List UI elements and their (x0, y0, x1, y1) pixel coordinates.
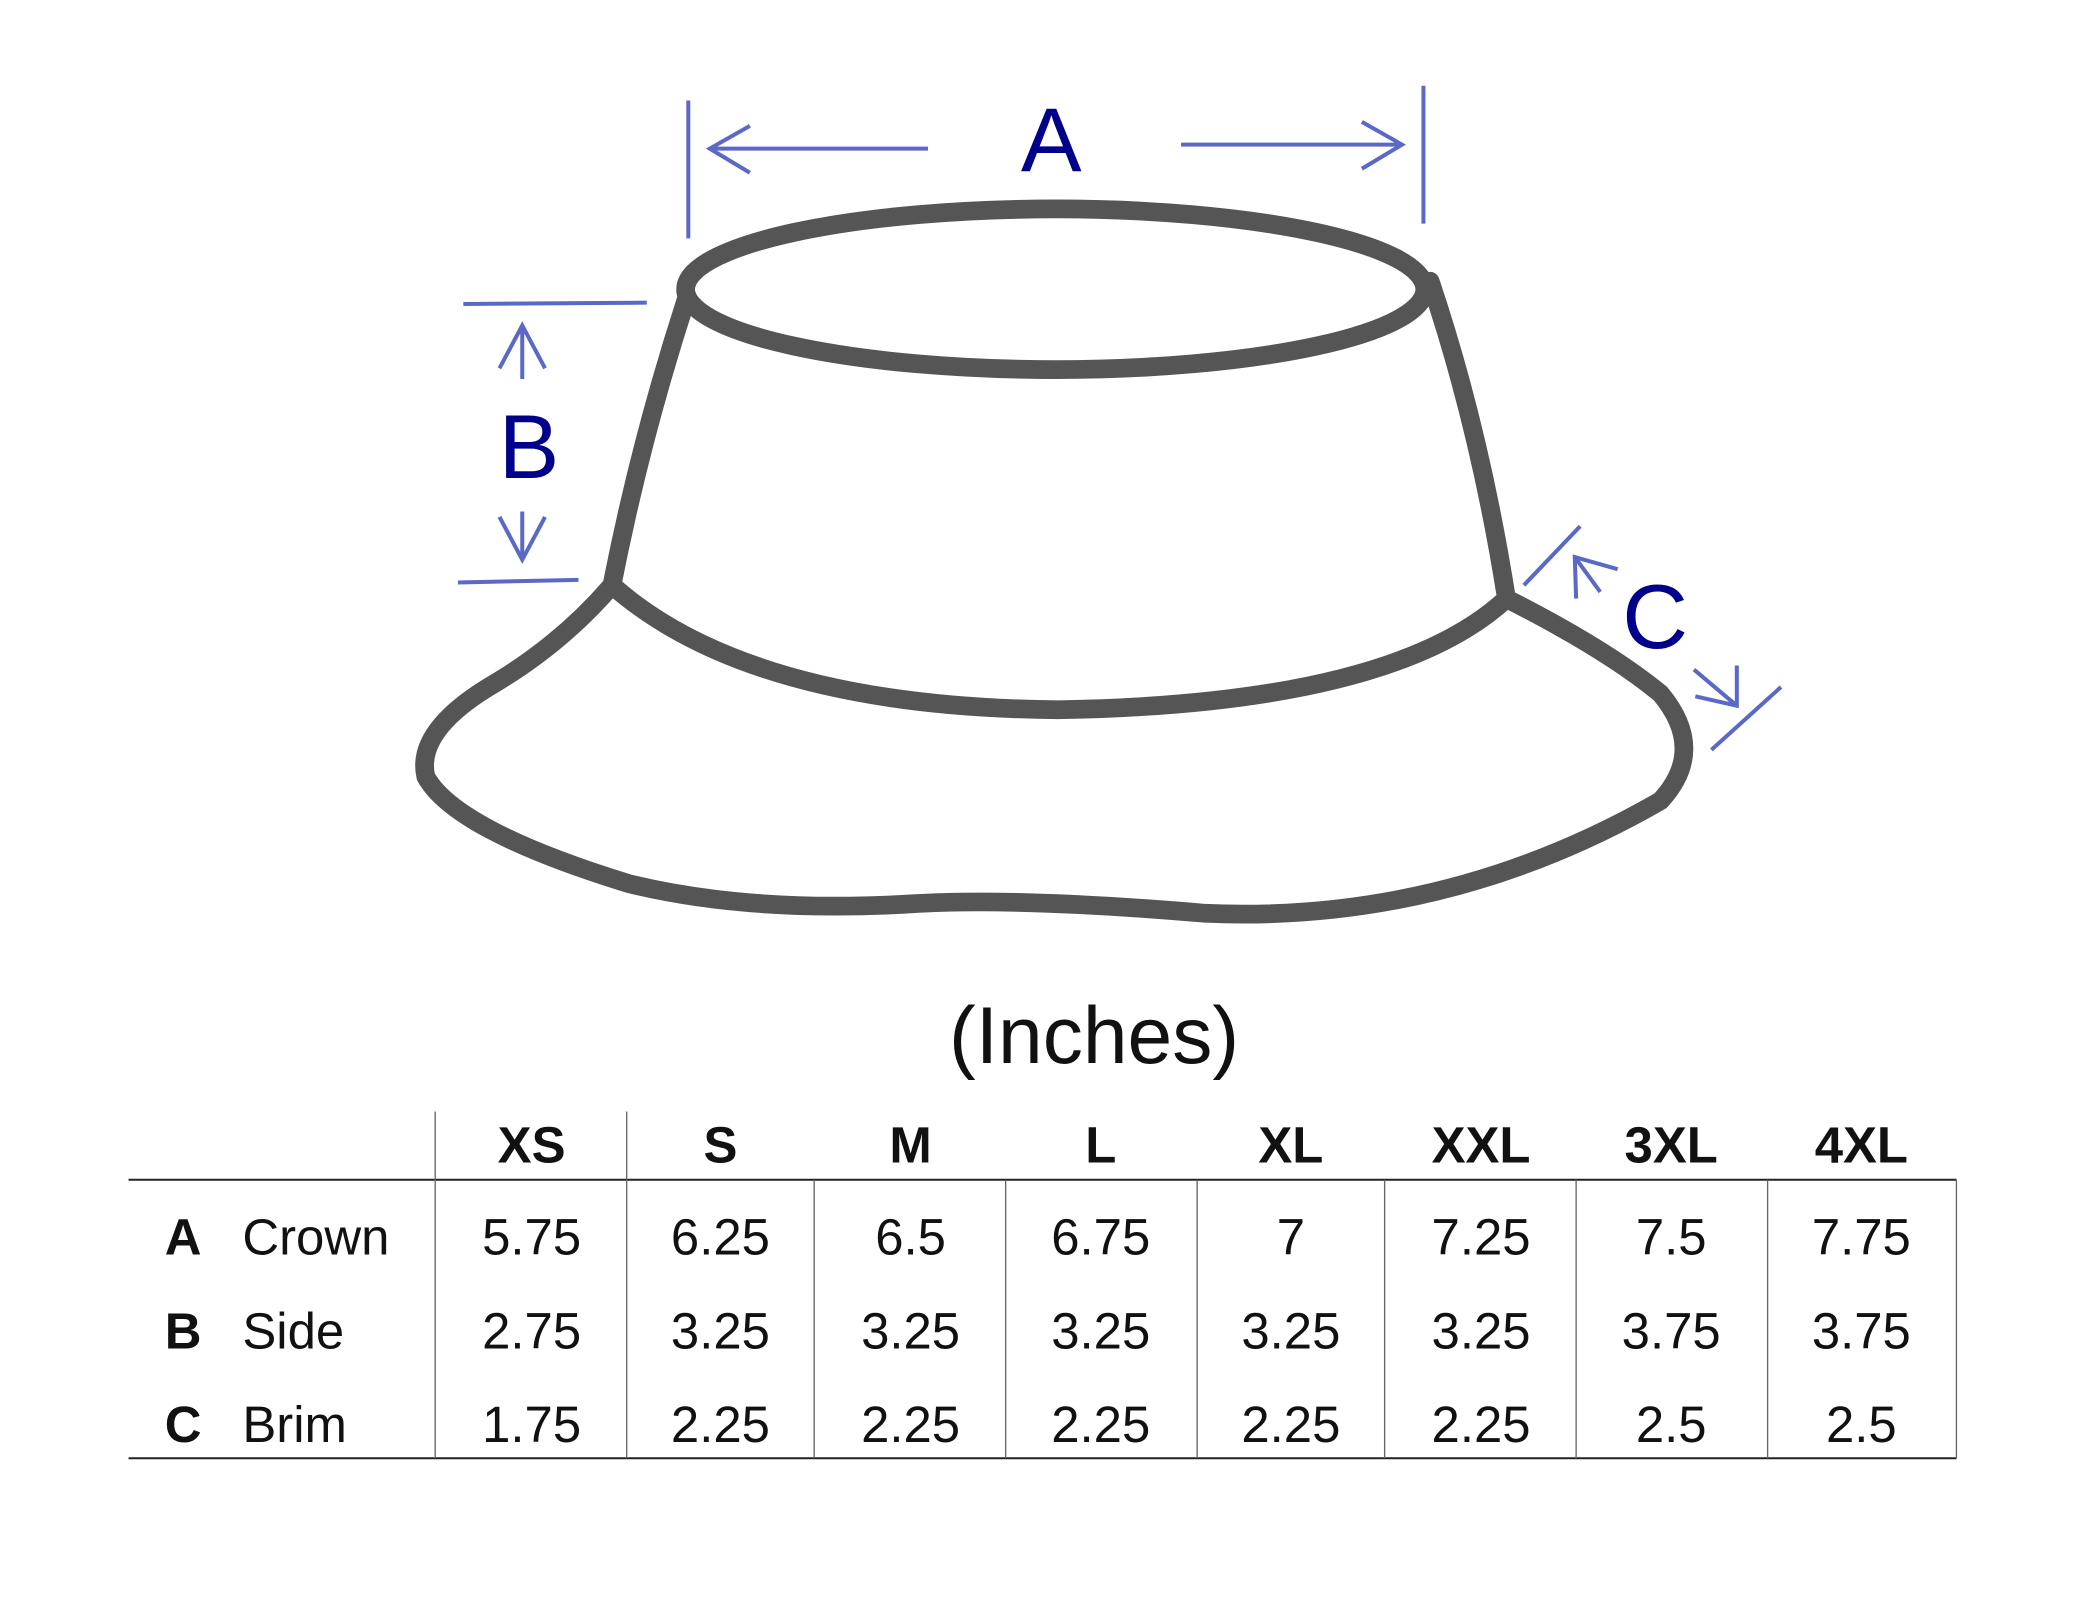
table-cell: 2.5 (1636, 1396, 1707, 1453)
row-name: Crown (242, 1209, 389, 1266)
column-header: 4XL (1815, 1116, 1908, 1173)
arrow-down-right-icon (1692, 665, 1739, 709)
table-cell: 6.75 (1051, 1209, 1150, 1266)
table-cell: 3.25 (1432, 1302, 1531, 1359)
table-cell: 6.25 (671, 1209, 770, 1266)
table-cell: 3.25 (1051, 1302, 1150, 1359)
arrow-up-icon (497, 321, 547, 379)
dimension-c-top-tick (1522, 524, 1582, 587)
column-header: S (703, 1116, 737, 1173)
table-cell: 6.5 (875, 1209, 946, 1266)
hat-illustration (415, 199, 1694, 924)
dimension-b-top-tick (463, 300, 647, 306)
column-header: XL (1258, 1116, 1323, 1173)
table-cell: 3.25 (861, 1302, 960, 1359)
column-header: XS (498, 1116, 566, 1173)
dimension-a (686, 85, 1426, 239)
column-header: 3XL (1625, 1116, 1718, 1173)
row-key: B (165, 1302, 202, 1359)
table-cell: 7.25 (1432, 1209, 1531, 1266)
arrow-left-icon (705, 124, 928, 175)
row-name: Brim (242, 1396, 347, 1453)
table-cell: 2.25 (1432, 1396, 1531, 1453)
dimension-b-bottom-tick (457, 577, 579, 585)
table-cell: 3.25 (1241, 1302, 1340, 1359)
table-cell: 2.25 (1241, 1396, 1340, 1453)
size-table: XS S M L XL XXL 3XL 4XL A Crown 5.75 6.25 6.5 6.75 7 7.… (128, 1111, 1958, 1460)
dimension-b (457, 300, 647, 585)
column-header: M (889, 1116, 931, 1173)
table-cell: 7.5 (1636, 1209, 1707, 1266)
arrow-down-icon (497, 511, 547, 565)
table-cell: 2.25 (1051, 1396, 1150, 1453)
row-key: C (165, 1396, 202, 1453)
arrow-up-left-icon (1572, 554, 1619, 599)
table-cell: 2.25 (671, 1396, 770, 1453)
table-cell: 2.75 (482, 1302, 581, 1359)
dimension-c-label: C (1622, 567, 1688, 668)
column-header: L (1085, 1116, 1116, 1173)
column-header: XXL (1432, 1116, 1531, 1173)
table-cell: 7.75 (1812, 1209, 1911, 1266)
table-cell: 3.25 (671, 1302, 770, 1359)
hat-crown-top (676, 199, 1435, 379)
row-name: Side (242, 1302, 344, 1359)
dimension-b-label: B (499, 397, 560, 498)
arrow-right-icon (1181, 120, 1407, 171)
table-cell: 2.25 (861, 1396, 960, 1453)
table-cell: 5.75 (482, 1209, 581, 1266)
dimension-c (1522, 524, 1783, 752)
units-label: (Inches) (949, 991, 1239, 1081)
row-key: A (165, 1209, 202, 1266)
table-cell: 3.75 (1622, 1302, 1721, 1359)
dimension-a-label: A (1021, 90, 1082, 191)
hat-crown-sides (602, 271, 1516, 720)
table-cell: 3.75 (1812, 1302, 1911, 1359)
dimension-c-bottom-tick (1710, 685, 1783, 752)
table-cell: 7 (1277, 1209, 1305, 1266)
table-cell: 1.75 (482, 1396, 581, 1453)
hat-brim (415, 575, 1694, 924)
table-cell: 2.5 (1826, 1396, 1897, 1453)
